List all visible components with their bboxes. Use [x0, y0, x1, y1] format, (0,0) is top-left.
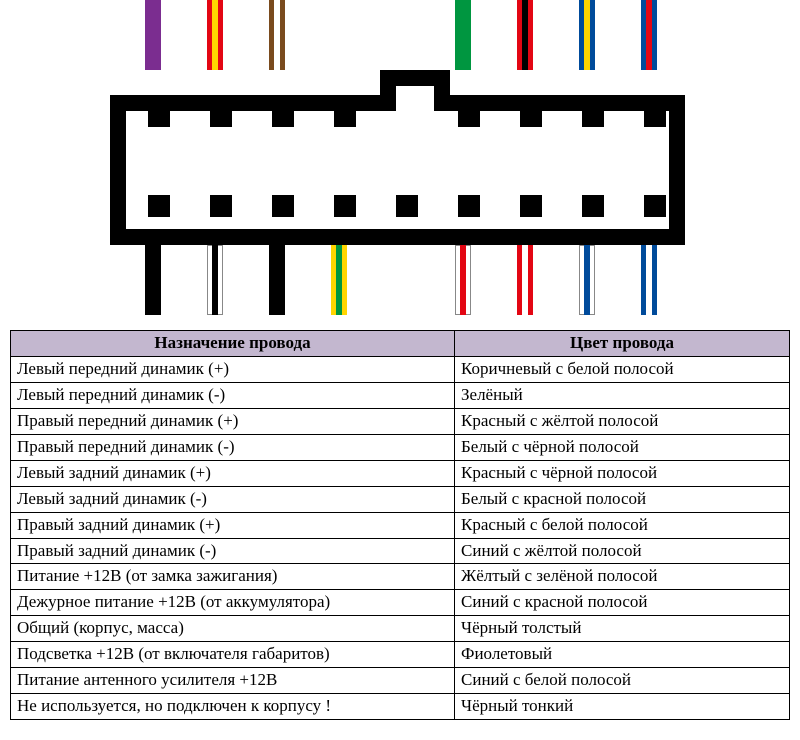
wire: [207, 245, 223, 315]
cell-color: Фиолетовый: [455, 642, 790, 668]
wire: [455, 0, 471, 70]
wire: [269, 245, 285, 315]
wire: [269, 0, 285, 70]
cell-purpose: Общий (корпус, масса): [11, 616, 455, 642]
wire: [641, 0, 657, 70]
cell-color: Красный с чёрной полосой: [455, 460, 790, 486]
connector-pin: [148, 105, 170, 127]
table-row: Правый задний динамик (-)Синий с жёлтой …: [11, 538, 790, 564]
cell-color: Красный с жёлтой полосой: [455, 408, 790, 434]
connector-pin: [334, 105, 356, 127]
connector-pin: [644, 105, 666, 127]
connector-pin: [520, 195, 542, 217]
connector-pin: [582, 105, 604, 127]
wire: [331, 245, 347, 315]
table-row: Левый передний динамик (-)Зелёный: [11, 382, 790, 408]
connector-pin: [148, 195, 170, 217]
cell-purpose: Питание +12В (от замка зажигания): [11, 564, 455, 590]
table-row: Левый передний динамик (+)Коричневый с б…: [11, 356, 790, 382]
wire: [579, 245, 595, 315]
table-row: Правый задний динамик (+)Красный с белой…: [11, 512, 790, 538]
connector-body: [110, 70, 685, 245]
table-row: Правый передний динамик (+)Красный с жёл…: [11, 408, 790, 434]
cell-purpose: Питание антенного усилителя +12В: [11, 668, 455, 694]
table-header-row: Назначение провода Цвет провода: [11, 331, 790, 357]
connector-pin: [582, 195, 604, 217]
cell-purpose: Левый задний динамик (+): [11, 460, 455, 486]
cell-purpose: Правый передний динамик (-): [11, 434, 455, 460]
table-row: Левый задний динамик (-)Белый с красной …: [11, 486, 790, 512]
connector-pin: [458, 105, 480, 127]
table-row: Правый передний динамик (-)Белый с чёрно…: [11, 434, 790, 460]
cell-color: Жёлтый с зелёной полосой: [455, 564, 790, 590]
wiring-table: Назначение провода Цвет провода Левый пе…: [10, 330, 790, 720]
cell-color: Красный с белой полосой: [455, 512, 790, 538]
table-row: Левый задний динамик (+)Красный с чёрной…: [11, 460, 790, 486]
cell-color: Чёрный толстый: [455, 616, 790, 642]
cell-purpose: Правый задний динамик (-): [11, 538, 455, 564]
cell-color: Коричневый с белой полосой: [455, 356, 790, 382]
cell-color: Синий с красной полосой: [455, 590, 790, 616]
connector-pin: [396, 195, 418, 217]
connector-pin: [210, 105, 232, 127]
cell-color: Белый с чёрной полосой: [455, 434, 790, 460]
wire: [517, 245, 533, 315]
cell-purpose: Правый задний динамик (+): [11, 512, 455, 538]
cell-color: Чёрный тонкий: [455, 694, 790, 720]
cell-purpose: Не используется, но подключен к корпусу …: [11, 694, 455, 720]
col-header-purpose: Назначение провода: [11, 331, 455, 357]
connector-pin: [210, 195, 232, 217]
cell-color: Синий с белой полосой: [455, 668, 790, 694]
cell-purpose: Левый задний динамик (-): [11, 486, 455, 512]
connector-pin: [520, 105, 542, 127]
cell-color: Зелёный: [455, 382, 790, 408]
cell-purpose: Левый передний динамик (-): [11, 382, 455, 408]
wire: [641, 245, 657, 315]
connector-pin: [644, 195, 666, 217]
cell-color: Синий с жёлтой полосой: [455, 538, 790, 564]
cell-purpose: Дежурное питание +12В (от аккумулятора): [11, 590, 455, 616]
cell-color: Белый с красной полосой: [455, 486, 790, 512]
table-row: Подсветка +12В (от включателя габаритов)…: [11, 642, 790, 668]
wire: [579, 0, 595, 70]
wire: [455, 245, 471, 315]
wire: [145, 245, 161, 315]
wire: [207, 0, 223, 70]
cell-purpose: Левый передний динамик (+): [11, 356, 455, 382]
table-row: Общий (корпус, масса)Чёрный толстый: [11, 616, 790, 642]
table-row: Питание антенного усилителя +12ВСиний с …: [11, 668, 790, 694]
cell-purpose: Подсветка +12В (от включателя габаритов): [11, 642, 455, 668]
col-header-color: Цвет провода: [455, 331, 790, 357]
table-row: Не используется, но подключен к корпусу …: [11, 694, 790, 720]
cell-purpose: Правый передний динамик (+): [11, 408, 455, 434]
connector-pin: [272, 195, 294, 217]
wire: [145, 0, 161, 70]
connector-pin: [334, 195, 356, 217]
connector-pin: [272, 105, 294, 127]
wire: [517, 0, 533, 70]
connector-diagram: [0, 0, 800, 320]
table-row: Дежурное питание +12В (от аккумулятора)С…: [11, 590, 790, 616]
connector-pin: [458, 195, 480, 217]
table-row: Питание +12В (от замка зажигания)Жёлтый …: [11, 564, 790, 590]
